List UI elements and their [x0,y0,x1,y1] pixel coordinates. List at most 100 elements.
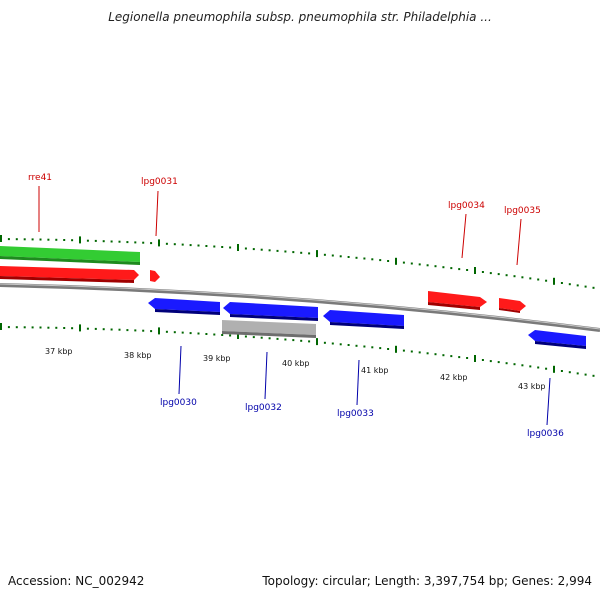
reverse-minor-tick [292,339,295,342]
reverse-minor-tick [442,354,445,357]
forward-minor-tick [426,264,429,267]
gene-lpg0033[interactable] [323,310,404,329]
scale-label-38kbp: 38 kbp [124,351,152,360]
reverse-minor-tick [86,327,89,330]
gene-lpg0031[interactable] [150,270,160,282]
forward-minor-tick [537,278,540,281]
reverse-minor-tick [434,353,437,356]
reverse-minor-tick [576,372,579,375]
forward-minor-tick [339,255,342,258]
forward-major-tick [553,277,555,285]
label-lpg0036[interactable]: lpg0036 [527,429,564,439]
forward-minor-tick [252,248,255,251]
label-lpg0035[interactable]: lpg0035 [504,206,541,216]
reverse-minor-tick [181,331,184,334]
reverse-minor-tick [221,334,224,336]
label-lpg0031[interactable]: lpg0031 [141,177,178,187]
scale-label-42kbp: 42 kbp [440,373,468,382]
gene-lpg0035[interactable] [499,298,526,313]
reverse-minor-tick [331,342,334,345]
reverse-minor-tick [142,329,145,332]
reverse-minor-tick [213,333,216,336]
reverse-minor-tick [47,326,50,329]
gene-lpg0034[interactable] [428,291,487,310]
label-lpg0030[interactable]: lpg0030 [160,398,197,408]
reverse-minor-tick [481,359,484,361]
leader-lpg0031 [155,190,159,237]
reverse-minor-tick [529,365,532,368]
reverse-minor-tick [592,374,595,377]
reverse-major-tick [237,332,239,339]
forward-minor-tick [363,257,366,260]
reverse-minor-tick [165,330,168,333]
forward-minor-tick [442,266,445,269]
forward-major-tick [237,244,239,251]
label-lpg0032[interactable]: lpg0032 [245,403,282,413]
label-rre41[interactable]: rre41 [28,173,52,183]
forward-minor-tick [102,240,105,243]
scale-label-39kbp: 39 kbp [203,354,231,363]
reverse-minor-tick [363,345,366,348]
reverse-minor-tick [31,326,34,329]
scale-label-37kbp: 37 kbp [45,347,73,356]
reverse-minor-tick [39,326,42,329]
forward-minor-tick [260,248,263,251]
forward-minor-tick [110,240,113,243]
reverse-minor-tick [7,326,10,329]
forward-minor-tick [418,263,421,266]
forward-minor-tick [23,238,26,241]
reverse-minor-tick [15,326,18,329]
gene-lpg0032[interactable] [222,320,316,338]
gene-rre41[interactable] [0,246,140,265]
forward-major-tick [158,239,160,247]
reverse-major-tick [0,323,2,330]
scale-label-41kbp: 41 kbp [361,366,389,375]
gene-lpg0030[interactable] [148,298,220,315]
leader-lpg0030 [178,345,182,395]
forward-minor-tick [213,245,216,248]
reverse-minor-tick [458,356,461,359]
reverse-minor-tick [584,373,587,376]
reverse-minor-tick [537,366,540,369]
forward-minor-tick [284,250,287,253]
forward-minor-tick [402,261,405,264]
accession-text: Accession: NC_002942 [8,574,145,588]
reverse-minor-tick [402,349,405,352]
reverse-minor-tick [276,337,279,340]
reverse-minor-tick [568,371,571,374]
forward-minor-tick [308,252,311,255]
gene-lpg0036[interactable] [528,330,586,349]
reverse-minor-tick [410,350,413,353]
forward-minor-tick [47,238,50,241]
genome-backbone [0,283,600,332]
forward-major-tick [79,236,81,244]
reverse-minor-tick [339,343,342,346]
reverse-minor-tick [260,336,263,339]
forward-minor-tick [497,273,500,276]
reverse-major-tick [474,355,476,362]
gene-forward-large[interactable] [0,266,139,283]
leader-lpg0035 [516,218,522,266]
forward-minor-tick [181,243,184,246]
reverse-minor-tick [205,333,208,335]
forward-minor-tick [458,268,461,271]
reverse-minor-tick [197,332,200,335]
forward-minor-tick [86,239,89,242]
gene-lpg0032-blue[interactable] [223,302,318,321]
label-lpg0034[interactable]: lpg0034 [448,201,485,211]
reverse-minor-tick [126,329,129,332]
reverse-major-tick [316,338,318,346]
forward-minor-tick [142,241,145,244]
reverse-minor-tick [355,344,358,347]
forward-minor-tick [568,283,571,286]
reverse-minor-tick [94,327,97,330]
reverse-minor-tick [244,335,247,338]
reverse-minor-tick [110,328,113,331]
label-lpg0033[interactable]: lpg0033 [337,409,374,419]
reverse-major-tick [395,345,397,353]
forward-minor-tick [150,242,153,245]
reverse-minor-tick [102,328,105,331]
genome-backbone-highlight [0,283,600,330]
